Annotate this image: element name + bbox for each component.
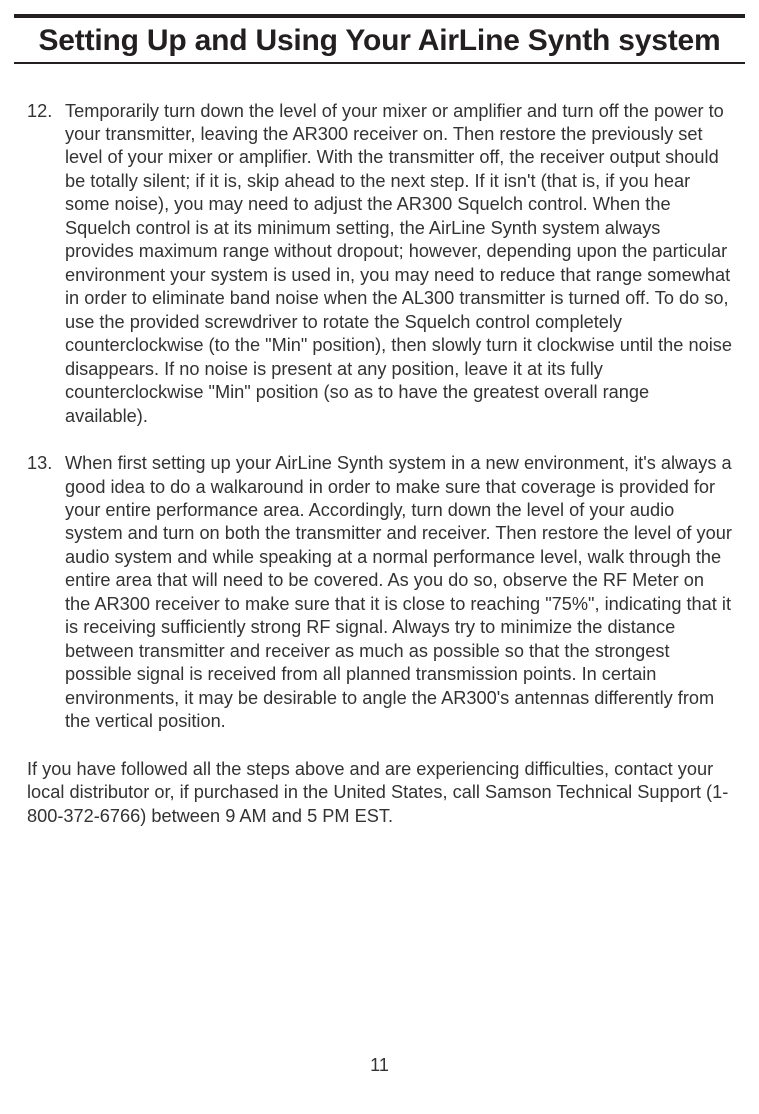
- step-body: When first setting up your AirLine Synth…: [65, 452, 732, 734]
- page-number: 11: [0, 1055, 759, 1076]
- step-number: 13.: [27, 452, 65, 734]
- support-paragraph: If you have followed all the steps above…: [27, 758, 732, 828]
- top-rule: [14, 14, 745, 18]
- step-13: 13. When first setting up your AirLine S…: [27, 452, 732, 734]
- step-body: Temporarily turn down the level of your …: [65, 100, 732, 429]
- page-title: Setting Up and Using Your AirLine Synth …: [14, 24, 745, 58]
- step-12: 12. Temporarily turn down the level of y…: [27, 100, 732, 429]
- step-number: 12.: [27, 100, 65, 429]
- content-area: 12. Temporarily turn down the level of y…: [0, 64, 759, 829]
